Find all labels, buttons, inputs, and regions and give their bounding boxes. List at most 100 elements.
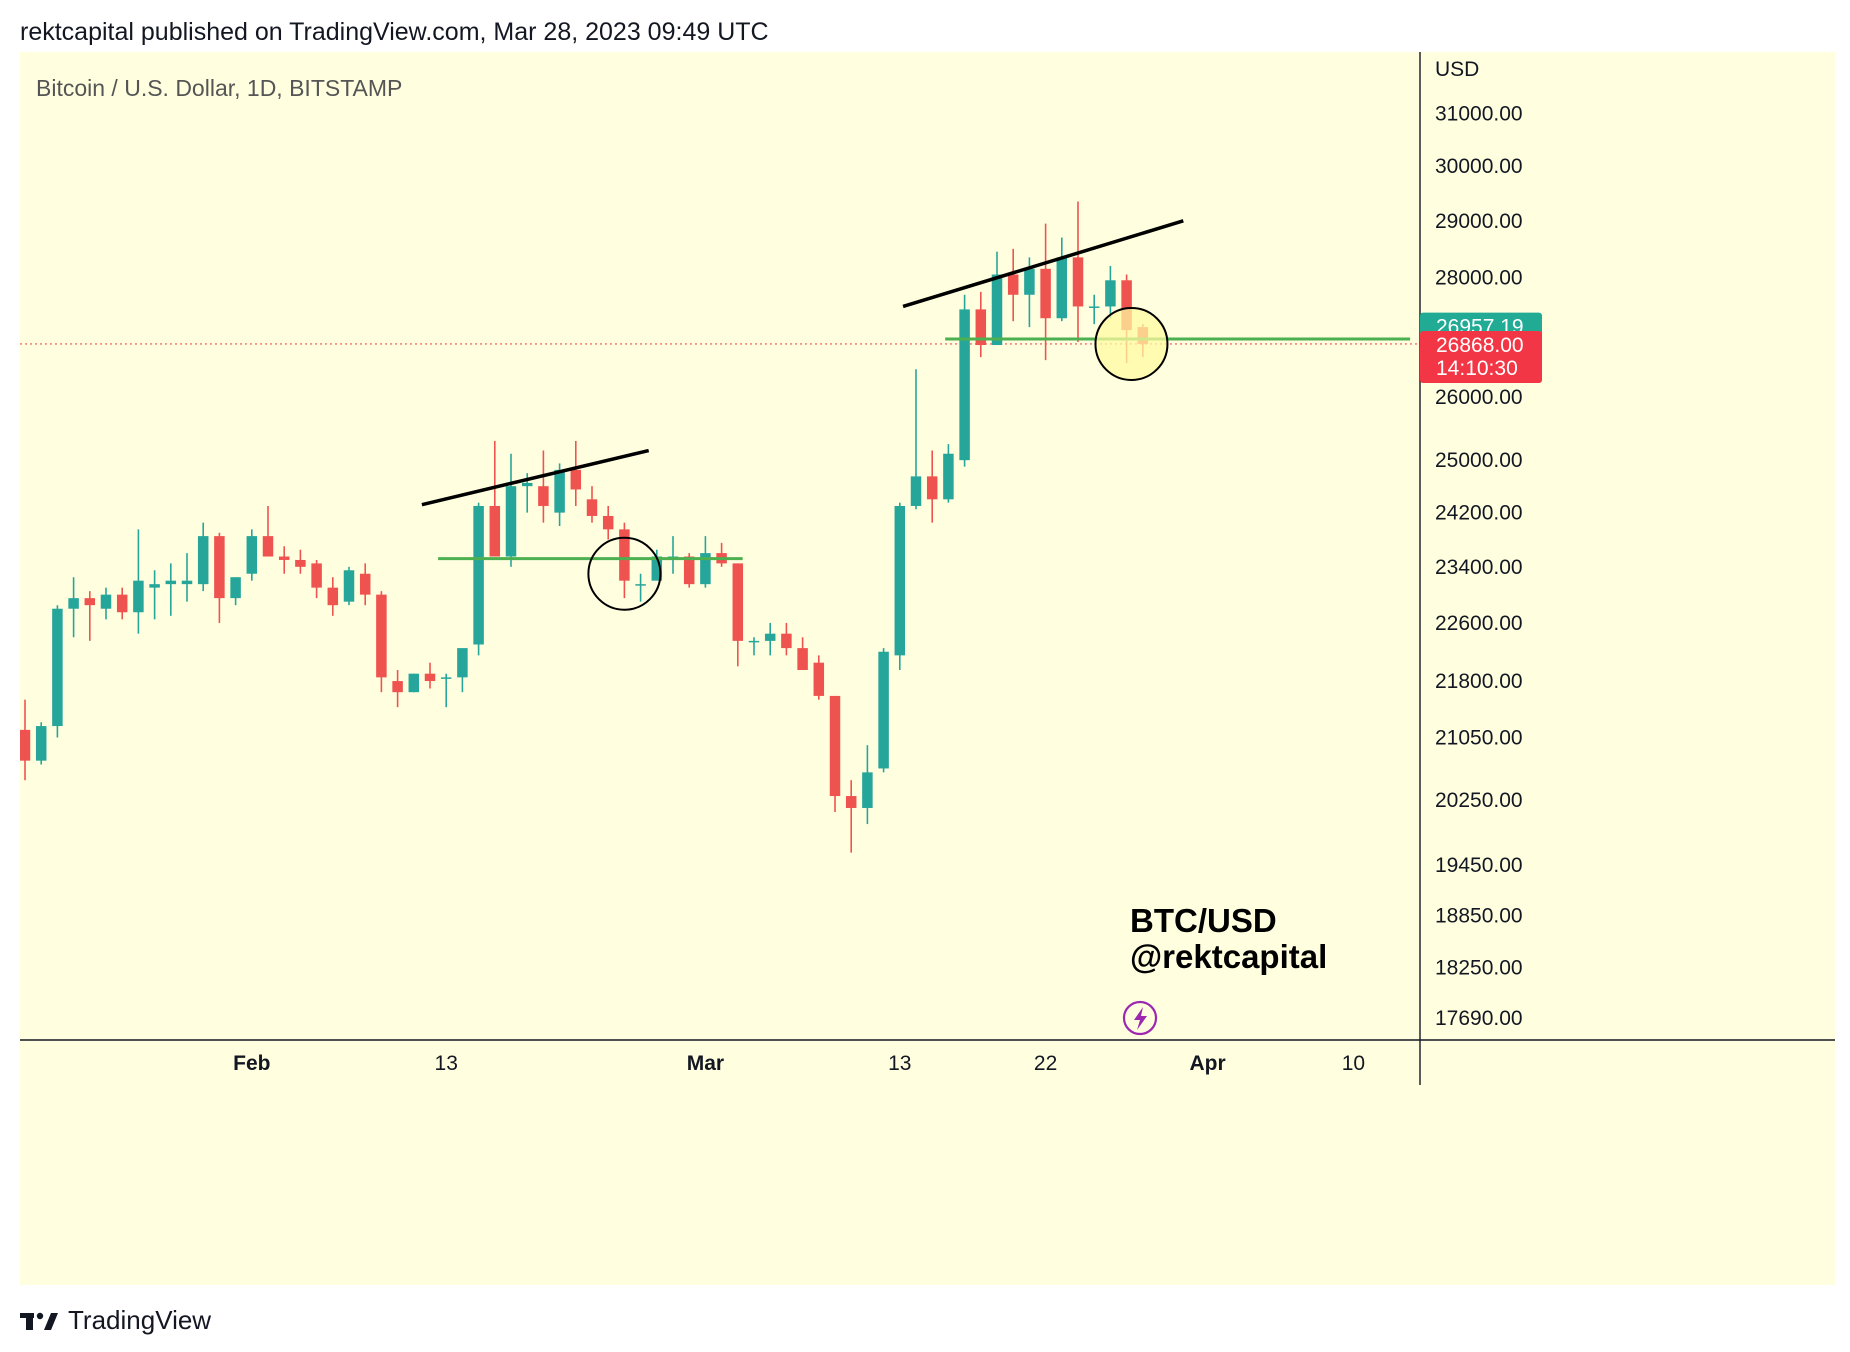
candle[interactable] bbox=[246, 529, 258, 581]
candle[interactable] bbox=[214, 532, 225, 623]
candle[interactable] bbox=[700, 536, 711, 588]
candle[interactable] bbox=[311, 559, 322, 599]
candle[interactable] bbox=[991, 251, 1003, 346]
candle[interactable] bbox=[635, 573, 646, 602]
y-tick-label: 20250.00 bbox=[1435, 789, 1523, 812]
candle-body bbox=[732, 563, 744, 641]
resistance-trendline[interactable] bbox=[902, 219, 1184, 309]
candle[interactable] bbox=[116, 587, 128, 620]
candle[interactable] bbox=[181, 553, 193, 602]
candle[interactable] bbox=[84, 591, 96, 641]
y-tick-label: 25000.00 bbox=[1435, 449, 1523, 472]
candle[interactable] bbox=[489, 440, 501, 557]
candle[interactable] bbox=[457, 648, 468, 693]
candle[interactable] bbox=[1105, 265, 1116, 319]
candle-body bbox=[214, 536, 225, 599]
tradingview-brand: TradingView bbox=[68, 1305, 212, 1335]
candle[interactable] bbox=[1056, 237, 1068, 322]
candle[interactable] bbox=[878, 648, 889, 773]
candle[interactable] bbox=[35, 722, 47, 765]
y-tick-label: 21050.00 bbox=[1435, 727, 1523, 750]
candle[interactable] bbox=[505, 453, 517, 567]
candle[interactable] bbox=[1040, 223, 1051, 361]
chart-area[interactable]: BTC/USD @rektcapital USD 31000.00 30000.00 2… bbox=[20, 52, 1835, 1285]
candle[interactable] bbox=[20, 699, 31, 781]
candle[interactable] bbox=[570, 440, 582, 506]
candle[interactable] bbox=[829, 695, 841, 812]
candle-body bbox=[797, 648, 808, 670]
candle[interactable] bbox=[230, 577, 241, 606]
candle[interactable] bbox=[1072, 201, 1084, 343]
y-tick-label: 26000.00 bbox=[1435, 386, 1523, 409]
y-tick-label: 31000.00 bbox=[1435, 102, 1523, 125]
y-tick-label: 19450.00 bbox=[1435, 854, 1523, 877]
candle[interactable] bbox=[440, 673, 452, 708]
candle[interactable] bbox=[100, 587, 112, 620]
candle[interactable] bbox=[586, 486, 598, 523]
candle[interactable] bbox=[343, 566, 355, 606]
candle-body bbox=[1105, 280, 1116, 307]
candle[interactable] bbox=[165, 563, 177, 616]
candle-body bbox=[651, 556, 663, 581]
watermark-text: BTC/USD bbox=[1130, 902, 1277, 939]
candle-body bbox=[408, 673, 420, 693]
candle[interactable] bbox=[651, 549, 663, 581]
candle[interactable] bbox=[278, 546, 290, 574]
candle[interactable] bbox=[845, 780, 857, 853]
candle[interactable] bbox=[943, 444, 954, 503]
candle[interactable] bbox=[538, 450, 549, 523]
candle-body bbox=[538, 486, 549, 506]
candle[interactable] bbox=[975, 291, 987, 358]
candle-body bbox=[959, 309, 970, 461]
candle[interactable] bbox=[149, 570, 160, 620]
candle-body bbox=[570, 469, 582, 490]
candle-body bbox=[424, 673, 436, 682]
candle[interactable] bbox=[262, 505, 274, 557]
candle[interactable] bbox=[748, 637, 760, 656]
candle-body bbox=[52, 608, 63, 727]
candle[interactable] bbox=[781, 622, 792, 656]
candle[interactable] bbox=[862, 745, 873, 825]
resistance-trendline[interactable] bbox=[421, 448, 650, 507]
candle[interactable] bbox=[959, 294, 970, 467]
candlestick-chart[interactable]: BTC/USD@rektcapital USD 31000.00 30000.00 2… bbox=[20, 52, 1835, 1285]
candle[interactable] bbox=[133, 529, 144, 634]
candle[interactable] bbox=[926, 450, 938, 523]
candle-body bbox=[521, 482, 533, 487]
candle[interactable] bbox=[295, 549, 306, 574]
candle[interactable] bbox=[52, 605, 63, 738]
candle[interactable] bbox=[424, 662, 436, 689]
candle[interactable] bbox=[359, 563, 371, 606]
currency-label: USD bbox=[1435, 58, 1479, 81]
candle-body bbox=[845, 796, 857, 808]
candle[interactable] bbox=[894, 502, 906, 670]
lightning-icon[interactable] bbox=[1122, 1000, 1158, 1036]
candle[interactable] bbox=[764, 622, 776, 656]
candle-body bbox=[505, 486, 517, 557]
candle[interactable] bbox=[68, 577, 79, 638]
y-tick-label: 17690.00 bbox=[1435, 1007, 1523, 1030]
candle[interactable] bbox=[392, 669, 403, 708]
lightning-icon-bolt bbox=[1134, 1007, 1147, 1030]
candle[interactable] bbox=[1088, 294, 1100, 325]
highlight-circle[interactable] bbox=[587, 536, 662, 611]
candle[interactable] bbox=[473, 502, 484, 656]
candle[interactable] bbox=[408, 673, 420, 693]
candle[interactable] bbox=[554, 463, 565, 527]
y-tick-label: 18250.00 bbox=[1435, 957, 1523, 980]
candle[interactable] bbox=[732, 563, 744, 667]
watermark-text: @rektcapital bbox=[1130, 938, 1327, 975]
candle[interactable] bbox=[797, 637, 808, 670]
candle[interactable] bbox=[619, 522, 630, 599]
y-tick-label: 18850.00 bbox=[1435, 905, 1523, 928]
candle[interactable] bbox=[376, 591, 387, 693]
highlight-circle[interactable] bbox=[1094, 306, 1169, 381]
candle-body bbox=[473, 505, 484, 645]
candle[interactable] bbox=[197, 522, 209, 592]
candle[interactable] bbox=[602, 505, 614, 540]
candle[interactable] bbox=[910, 369, 922, 510]
candle[interactable] bbox=[1007, 248, 1019, 322]
candle[interactable] bbox=[327, 577, 339, 616]
candle-body bbox=[35, 726, 47, 761]
candle[interactable] bbox=[813, 655, 825, 700]
